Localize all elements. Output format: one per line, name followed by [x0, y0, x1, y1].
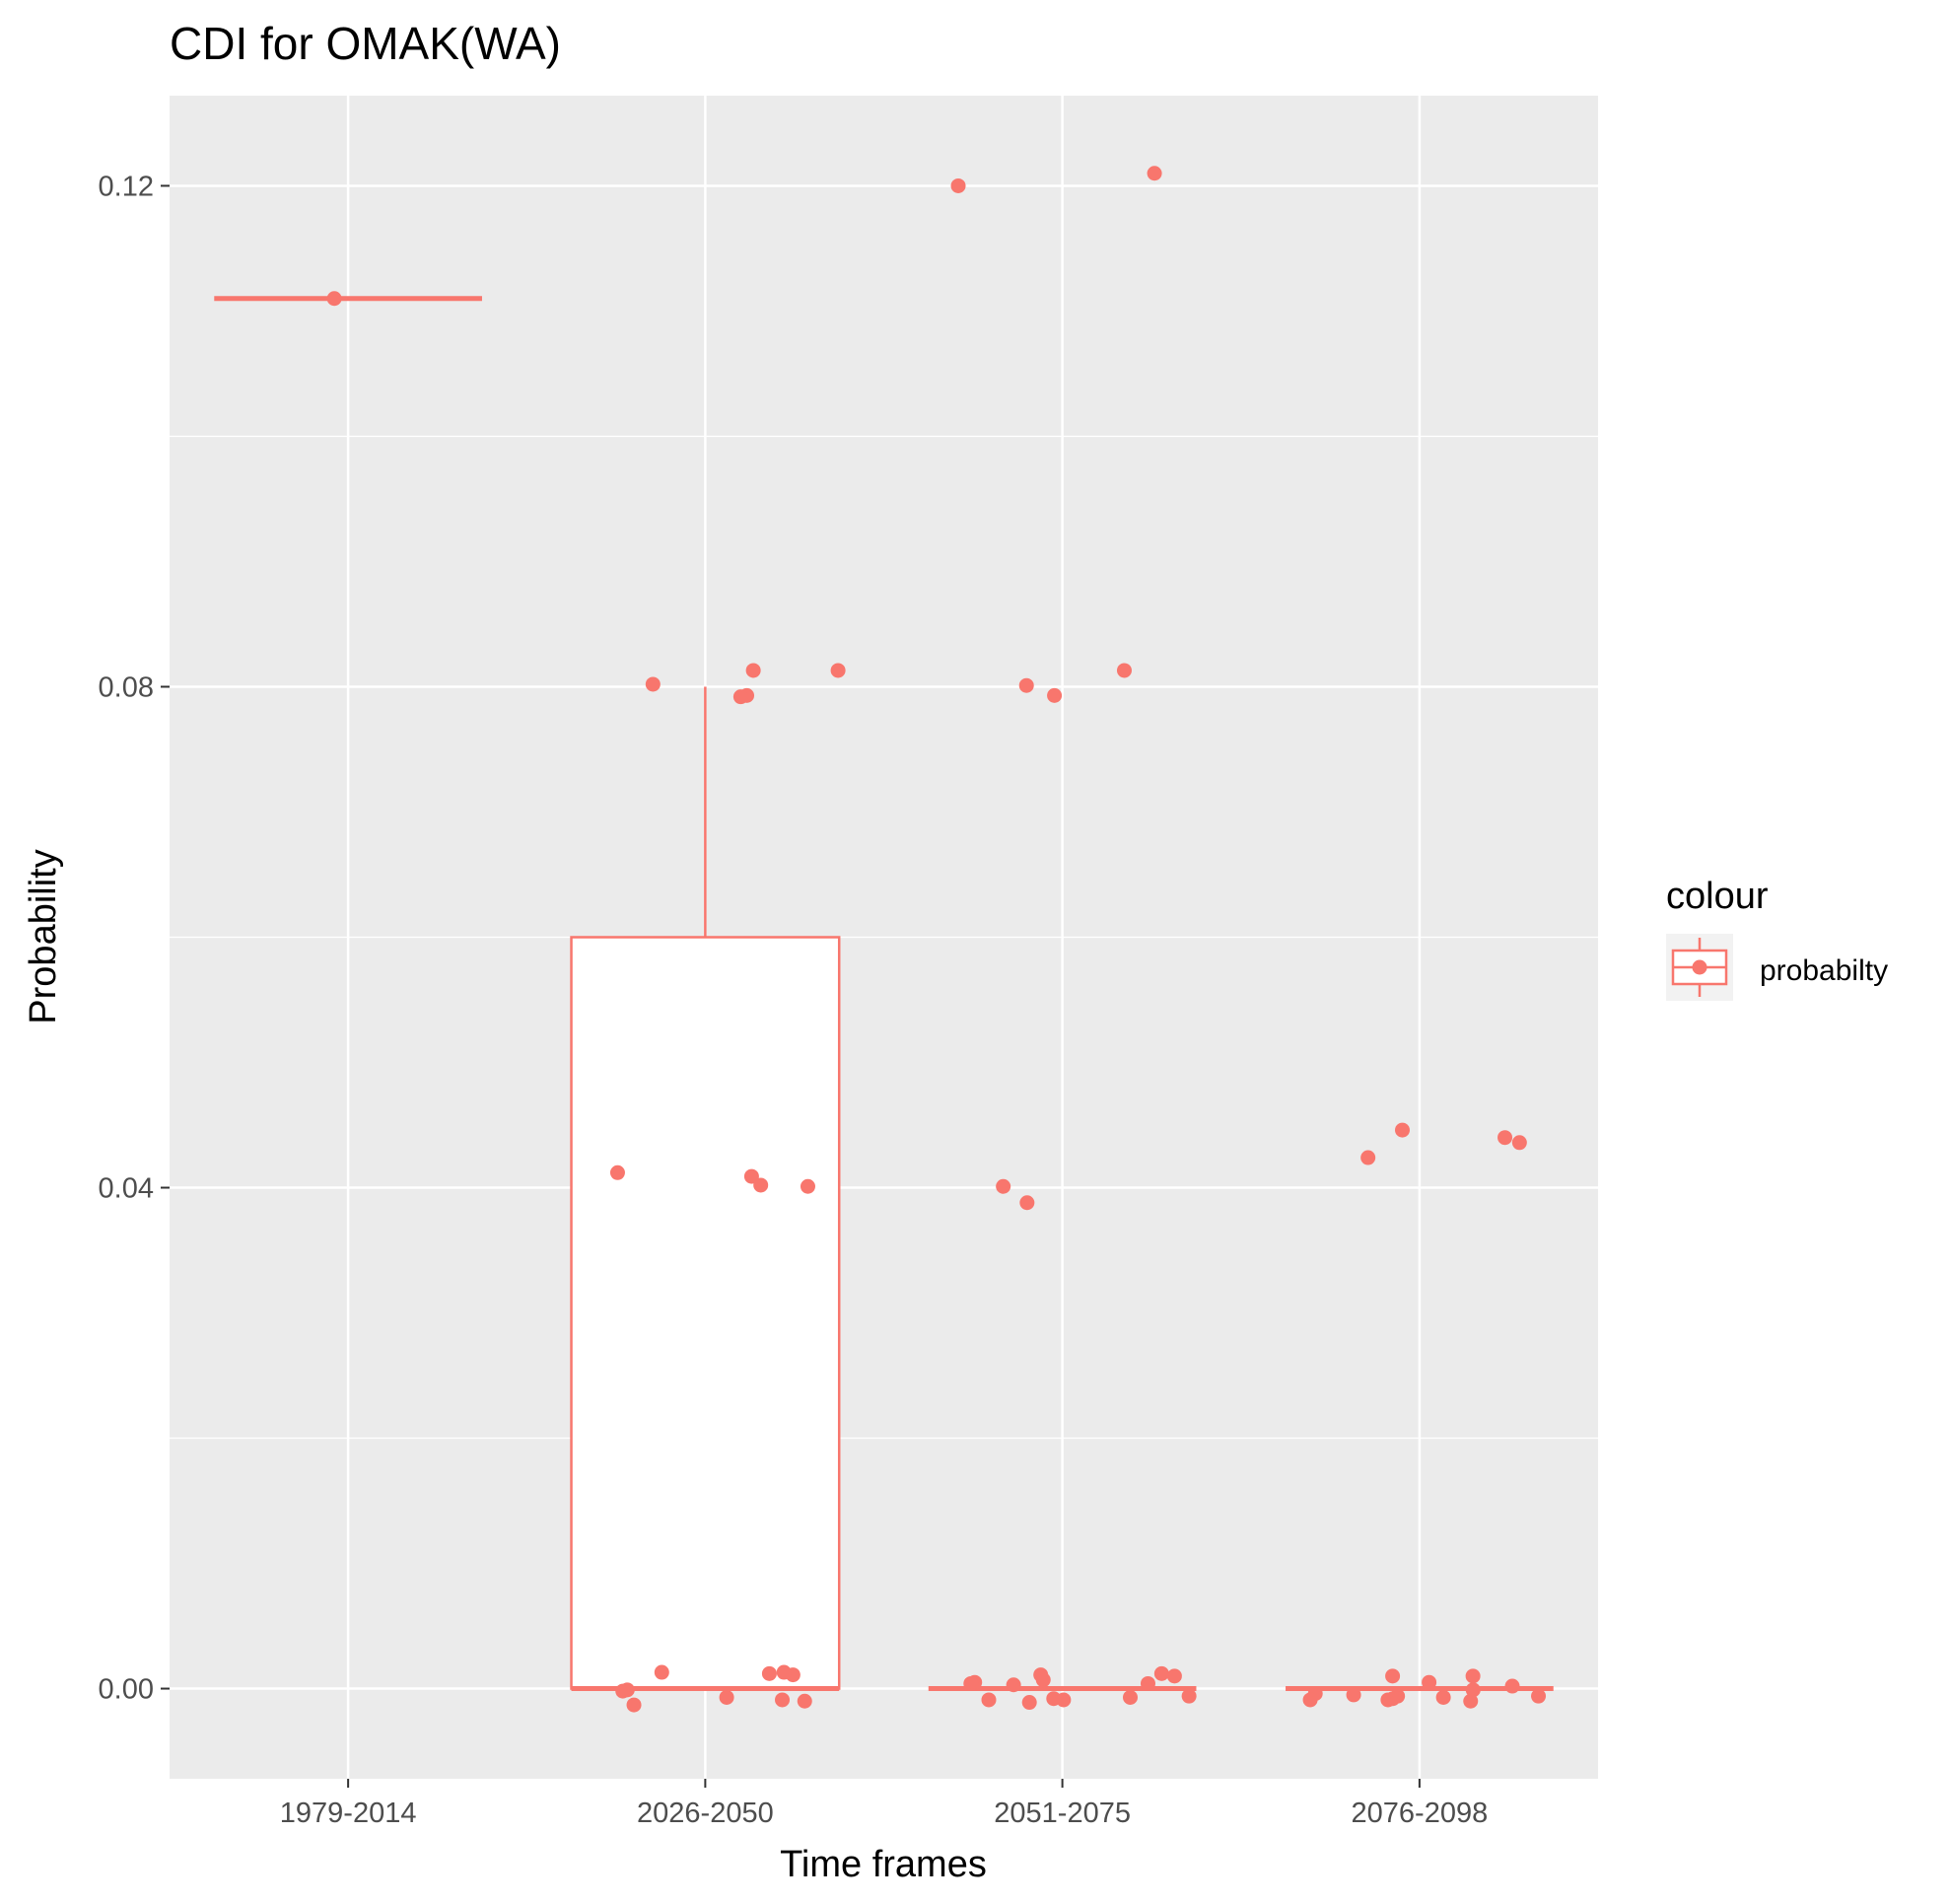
data-point	[1047, 687, 1063, 703]
data-point	[1035, 1672, 1051, 1688]
data-point	[719, 1689, 734, 1705]
data-point	[619, 1682, 635, 1698]
data-point	[1018, 677, 1034, 693]
data-point	[645, 676, 661, 692]
data-point	[1302, 1692, 1318, 1708]
y-tick-label: 0.04	[99, 1173, 154, 1205]
data-point	[732, 689, 748, 705]
data-point	[1511, 1135, 1527, 1151]
y-tick-label: 0.08	[99, 671, 154, 703]
data-point	[743, 1168, 759, 1184]
data-point	[950, 177, 966, 193]
data-point	[775, 1692, 791, 1708]
data-point	[1166, 1668, 1182, 1684]
x-axis-title: Time frames	[780, 1844, 987, 1885]
data-point	[776, 1664, 792, 1680]
data-point	[1122, 1689, 1138, 1705]
chart-title: CDI for OMAK(WA)	[170, 18, 561, 69]
data-point	[1346, 1687, 1361, 1703]
data-point	[797, 1693, 812, 1709]
legend: colour probabilty	[1666, 876, 1888, 1001]
legend-point	[1692, 959, 1707, 975]
x-tick-label: 2076-2098	[1352, 1798, 1489, 1829]
data-point	[1394, 1122, 1410, 1138]
data-point	[830, 663, 846, 678]
data-point	[963, 1675, 979, 1691]
data-point	[1147, 166, 1162, 181]
legend-title: colour	[1666, 876, 1769, 917]
data-point	[1153, 1665, 1169, 1681]
data-point	[1006, 1677, 1021, 1693]
data-point	[1465, 1682, 1481, 1698]
data-point	[1046, 1691, 1062, 1707]
y-tick-label: 0.00	[99, 1674, 154, 1706]
x-tick-label: 2026-2050	[637, 1798, 774, 1829]
jitter-points	[326, 166, 1547, 1713]
data-point	[654, 1664, 669, 1680]
data-point	[1504, 1678, 1520, 1694]
data-point	[326, 291, 342, 307]
data-point	[1360, 1150, 1376, 1165]
data-point	[753, 1177, 769, 1193]
major-gridlines	[170, 96, 1598, 1779]
data-point	[1435, 1689, 1451, 1705]
legend-key-boxplot-icon	[1671, 938, 1728, 997]
y-axis-title: Probability	[23, 849, 64, 1023]
x-tick-label: 2051-2075	[994, 1798, 1131, 1829]
x-tick-label: 1979-2014	[280, 1798, 417, 1829]
data-point	[1465, 1668, 1481, 1684]
y-tick-label: 0.12	[99, 171, 154, 202]
data-point	[626, 1697, 642, 1713]
y-axis: 0.00 0.04 0.08 0.12	[99, 171, 170, 1706]
boxplots	[214, 296, 1554, 1692]
data-point	[1463, 1693, 1479, 1709]
data-point	[745, 663, 761, 678]
data-point	[761, 1665, 777, 1681]
legend-label: probabilty	[1760, 954, 1888, 987]
data-point	[1531, 1688, 1547, 1704]
data-point	[1140, 1675, 1155, 1691]
data-point	[1497, 1130, 1513, 1146]
x-axis: 1979-2014 2026-2050 2051-2075 2076-2098	[280, 1779, 1488, 1829]
data-point	[1390, 1688, 1406, 1704]
data-point	[981, 1692, 997, 1708]
data-point	[996, 1178, 1011, 1194]
data-point	[1021, 1695, 1037, 1711]
data-point	[1385, 1668, 1401, 1684]
data-point	[1422, 1674, 1437, 1690]
data-point	[1181, 1688, 1197, 1704]
data-point	[1116, 663, 1132, 678]
boxplot	[570, 686, 841, 1692]
data-point	[800, 1178, 815, 1194]
data-point	[609, 1164, 625, 1180]
box	[570, 936, 841, 1690]
minor-gridlines	[170, 435, 1598, 1440]
data-point	[1019, 1195, 1035, 1211]
